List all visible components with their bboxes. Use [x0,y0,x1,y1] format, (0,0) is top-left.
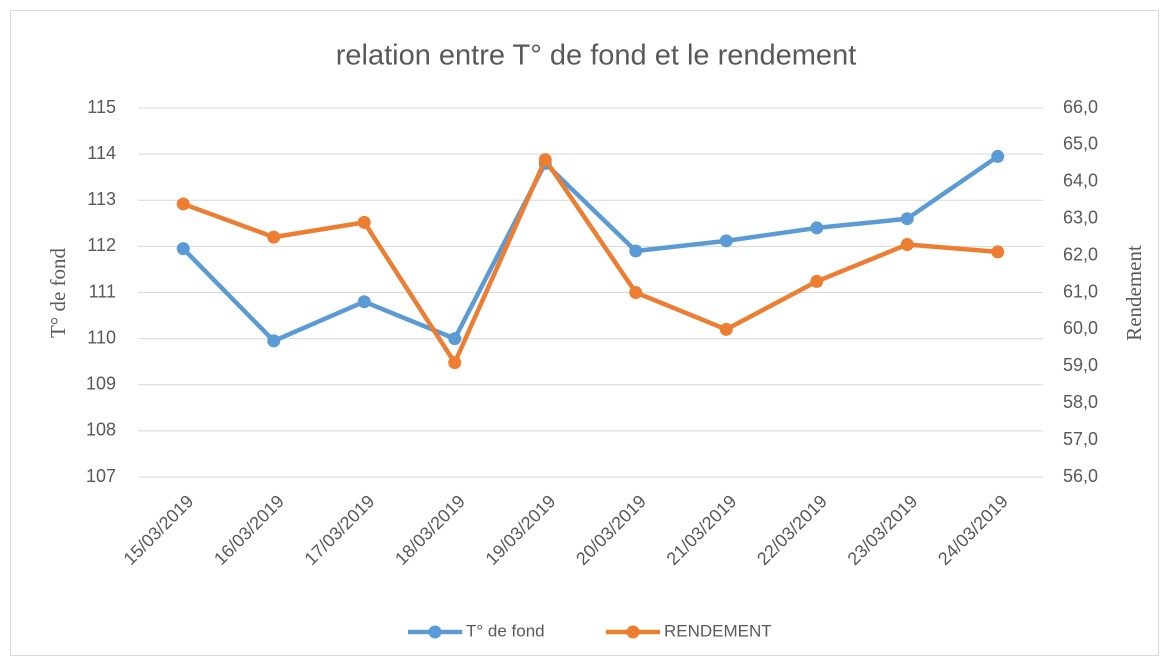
y2-tick-label: 58,0 [1063,392,1098,412]
y2-tick-label: 57,0 [1063,429,1098,449]
data-point [900,212,914,226]
y-tick-label: 112 [87,235,116,255]
data-point [357,215,371,229]
y-tick-label: 108 [86,420,116,440]
data-point [629,286,643,299]
legend-label: T° de fond [466,621,545,640]
y-axis-title: T° de fond [46,247,70,338]
legend-marker [626,625,640,639]
data-point [991,149,1005,163]
y-tick-label: 114 [87,143,116,163]
data-point [900,238,914,252]
data-point [357,295,371,309]
y2-tick-label: 63,0 [1063,207,1098,227]
y2-tick-label: 66,0 [1063,97,1098,117]
data-point [267,230,281,244]
data-point [810,221,824,235]
y2-tick-label: 64,0 [1063,171,1098,191]
data-point [810,274,824,288]
legend-marker [428,625,442,639]
y-tick-label: 107 [86,466,116,486]
data-point [719,234,733,248]
data-point [991,245,1005,259]
chart-border [10,10,1159,656]
legend-label: RENDEMENT [664,621,772,640]
data-point [176,197,190,211]
y-tick-label: 111 [89,281,116,301]
series-line [182,157,998,365]
y2-tick-label: 61,0 [1063,281,1098,301]
y-tick-label: 110 [87,327,116,347]
data-point [448,356,462,370]
y2-axis-title: Rendement [1122,245,1146,341]
y-tick-label: 115 [87,97,116,117]
chart-title: relation entre T° de fond et le rendemen… [336,40,857,72]
y-tick-label: 113 [87,189,116,209]
data-point [629,244,643,258]
series-line [181,154,1000,344]
y-tick-label: 109 [86,374,116,394]
data-point [538,153,552,167]
data-point [448,332,462,346]
y2-tick-label: 59,0 [1063,355,1098,375]
data-point [719,322,733,336]
y2-tick-label: 62,0 [1063,244,1098,264]
y2-tick-label: 56,0 [1063,466,1098,486]
y2-tick-label: 65,0 [1063,134,1098,154]
y2-tick-label: 60,0 [1063,318,1098,338]
data-point [267,334,281,348]
data-point [176,242,190,256]
